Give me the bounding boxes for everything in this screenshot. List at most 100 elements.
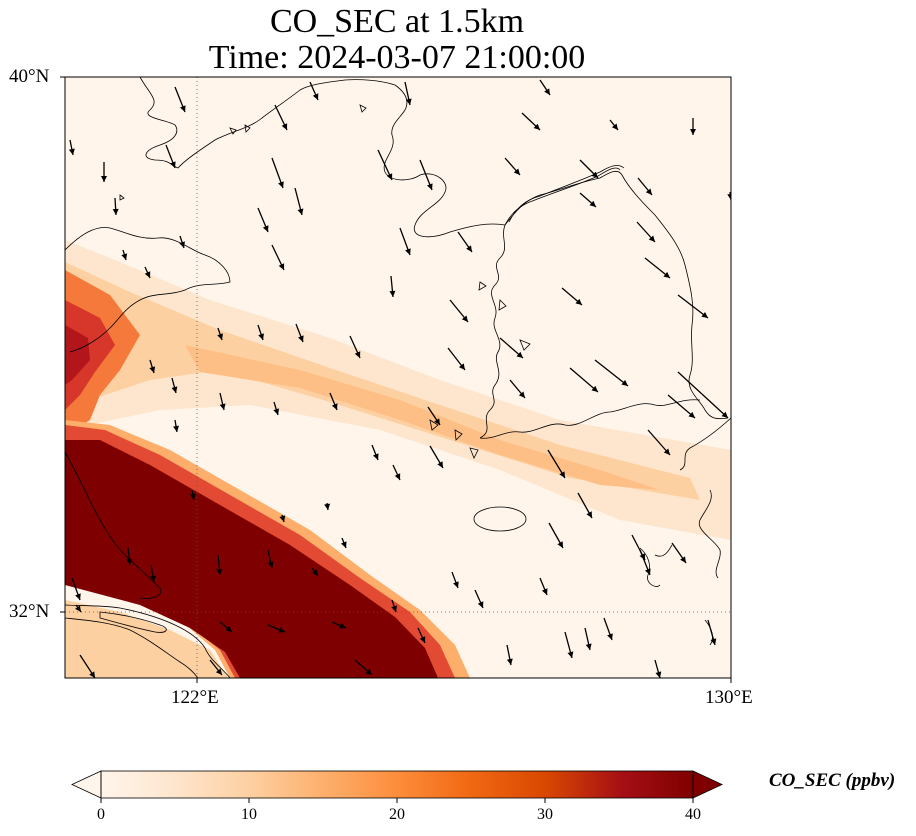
wind-arrow-head <box>727 193 731 200</box>
wind-arrow-head <box>389 290 396 297</box>
coastline-korea-east <box>621 174 729 420</box>
wind-arrow-head <box>150 575 156 582</box>
wind-arrow-head <box>710 638 717 645</box>
wind-arrow-head <box>217 333 223 340</box>
colorbar-gradient <box>101 771 693 798</box>
coastline-yangtze-island <box>99 611 167 633</box>
wind-arrow-head <box>645 188 652 195</box>
wind-arrow <box>594 359 629 387</box>
coastlines <box>65 77 731 678</box>
wind-arrow-head <box>680 556 686 563</box>
wind-arrow-head <box>312 93 319 100</box>
co-plume-south-core <box>65 440 438 678</box>
colorbar-tick-label-30: 30 <box>537 806 553 823</box>
wind-arrow-head <box>611 123 618 130</box>
lon-tick-label-122: 122°E <box>171 687 219 708</box>
wind-arrow-head <box>655 671 662 678</box>
coastline-liaodong <box>383 134 623 238</box>
wind-arrow-head <box>258 333 264 340</box>
wind-arrow-head <box>297 208 304 215</box>
wind-arrow-head <box>559 471 565 478</box>
wind-arrow-head <box>557 541 563 548</box>
lon-tick-label-130: 130°E <box>705 687 753 708</box>
wind-arrow-head <box>170 161 176 168</box>
wind-arrow-head <box>68 148 75 155</box>
colorbar-label: CO_SEC (ppbv) <box>769 770 896 791</box>
wind-arrow-head <box>324 503 331 510</box>
wind-arrow-head <box>461 315 468 322</box>
wind-arrow-head <box>215 668 222 675</box>
coastline-japan-kyushu <box>679 417 731 579</box>
wind-arrow-head <box>434 418 440 425</box>
wind-arrow-head <box>541 588 548 595</box>
co-plume-northwest-peak <box>65 325 90 385</box>
wind-arrow-head <box>112 208 119 215</box>
coastline-jiangsu <box>65 451 162 599</box>
wind-arrow-head <box>149 366 156 373</box>
wind-arrow-head <box>405 98 412 105</box>
wind-arrow-head <box>513 168 520 175</box>
wind-arrow-head <box>701 311 708 318</box>
wind-arrow-head <box>262 225 269 232</box>
wind-arrow-head <box>591 171 598 178</box>
wind-arrow-head <box>144 271 151 278</box>
wind-arrow-head <box>121 253 128 260</box>
coastline-korea-border <box>504 165 625 226</box>
coastline-korea-south <box>479 399 701 439</box>
wind-arrow-head <box>621 379 628 386</box>
colorbar-extend-max <box>692 770 723 799</box>
wind-arrow-head <box>575 298 582 305</box>
coastline-islands-west-korea <box>429 281 531 459</box>
wind-arrow-head <box>589 200 596 207</box>
wind-arrow-head <box>567 651 574 658</box>
wind-arrow-head <box>426 183 433 190</box>
colorbar-extend-min <box>71 770 102 799</box>
colorbar-tick-label-20: 20 <box>389 806 405 823</box>
wind-arrow-head <box>273 408 280 415</box>
map-frame <box>64 76 732 679</box>
wind-arrow-head <box>663 448 670 455</box>
wind-arrow-head <box>477 601 484 608</box>
wind-arrow-head <box>690 129 696 135</box>
wind-arrow-head <box>506 658 513 665</box>
colorbar <box>71 770 723 803</box>
wind-arrow-head <box>663 271 670 278</box>
wind-arrow-head <box>331 403 338 410</box>
wind-arrow-head <box>298 335 304 342</box>
wind-arrow-head <box>278 181 284 188</box>
wind-arrow-head <box>278 263 285 270</box>
wind-arrow-head <box>586 511 592 518</box>
wind-arrow-head <box>312 569 318 576</box>
wind-arrow-head <box>171 386 178 393</box>
wind-arrow-head <box>75 593 81 600</box>
wind-arrow-head <box>453 581 459 588</box>
wind-vectors <box>68 79 731 678</box>
coastline-shandong <box>65 227 231 353</box>
wind-arrow-head <box>89 671 95 678</box>
wind-arrow <box>569 367 599 393</box>
wind-arrow-head <box>101 176 107 182</box>
wind-arrow-head <box>648 235 655 242</box>
map-title-time: Time: 2024-03-07 21:00:00 <box>208 39 586 76</box>
coastline-yangtze-north <box>65 604 231 678</box>
map-plot-area <box>65 77 731 678</box>
co-plume-band <box>65 262 700 500</box>
lat-tick-label-40: 40°N <box>9 66 50 87</box>
wind-arrow-head <box>391 605 397 612</box>
wind-arrow-head <box>591 385 598 392</box>
wind-arrow-head <box>518 391 525 398</box>
wind-arrow-head <box>219 403 226 410</box>
wind-arrow-head <box>372 453 379 460</box>
wind-arrow-head <box>419 636 426 643</box>
colorbar-tick-label-10: 10 <box>241 806 257 823</box>
wind-arrow-head <box>354 351 361 358</box>
wind-arrow-head <box>267 561 274 568</box>
wind-arrow-head <box>688 411 695 418</box>
wind-arrow-head <box>279 515 286 522</box>
wind-arrow-head <box>405 248 411 255</box>
wind-arrow-head <box>585 643 592 650</box>
wind-arrow-head <box>225 625 232 632</box>
wind-arrow-head <box>278 626 285 633</box>
wind-arrow-head <box>607 633 613 640</box>
